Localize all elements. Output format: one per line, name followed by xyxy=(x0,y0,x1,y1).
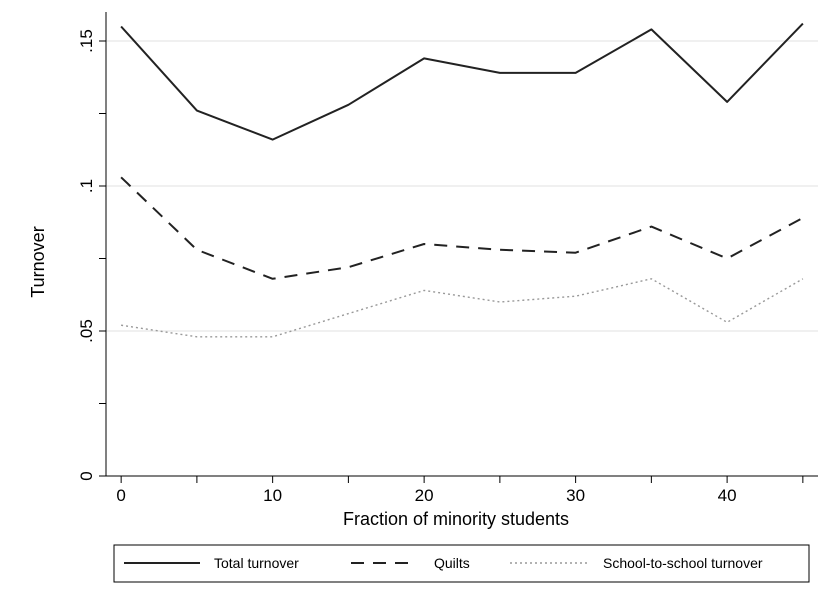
axes xyxy=(105,12,818,477)
legend-label: Quilts xyxy=(434,555,470,571)
series-line xyxy=(120,22,804,141)
legend-box xyxy=(113,544,810,583)
series-layer xyxy=(120,22,804,338)
series-line xyxy=(120,176,804,280)
x-tick-label: 20 xyxy=(415,486,434,505)
x-tick-label: 10 xyxy=(263,486,282,505)
legend-label: School-to-school turnover xyxy=(603,555,763,571)
x-tick-label: 0 xyxy=(116,486,125,505)
y-axis-title: Turnover xyxy=(28,226,48,297)
y-tick-label: .1 xyxy=(77,179,96,193)
y-tick-label: 0 xyxy=(77,471,96,480)
y-tick-label: .05 xyxy=(77,319,96,343)
x-tick-label: 40 xyxy=(718,486,737,505)
y-tick-label: .15 xyxy=(77,29,96,53)
legend-label: Total turnover xyxy=(214,555,299,571)
x-axis-title: Fraction of minority students xyxy=(343,509,569,529)
ticks: 0 .05 .1 .15 0 10 20 30 40 xyxy=(77,29,804,505)
legend: Total turnover Quilts School-to-school tur… xyxy=(113,544,810,583)
grid xyxy=(106,40,818,332)
x-tick-label: 30 xyxy=(566,486,585,505)
